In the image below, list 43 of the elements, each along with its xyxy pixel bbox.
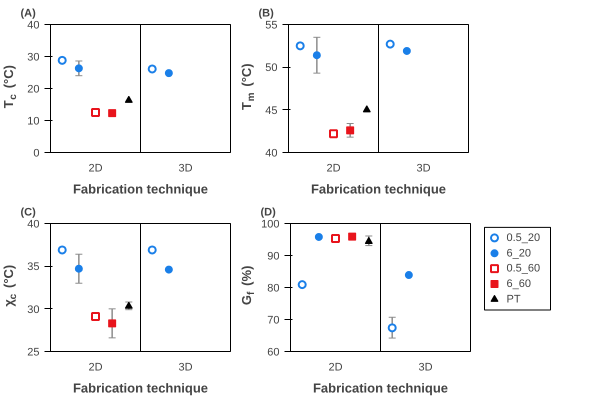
legend-label: 6_60	[506, 278, 531, 290]
x-axis-title: Fabrication technique	[310, 182, 446, 196]
y-tick-label: 40	[27, 218, 40, 230]
x-tick-label: 2D	[88, 362, 103, 374]
y-tick-label: 30	[27, 52, 40, 64]
y-tick-label: 60	[267, 346, 280, 358]
chart-title: (A)	[20, 8, 36, 20]
chart-title: (B)	[258, 8, 274, 20]
x-tick-label: 3D	[416, 162, 431, 174]
y-axis-title: χc (°C)	[1, 264, 19, 307]
y-tick-label: 35	[27, 261, 40, 274]
y-axis-title: Gf (%)	[239, 266, 257, 306]
legend-label: PT	[506, 293, 521, 306]
y-tick-label: 45	[265, 104, 278, 117]
x-axis-title: Fabrication technique	[72, 182, 208, 196]
y-tick-label: 0	[33, 148, 40, 160]
y-axis-title: Tc (°C)	[1, 65, 19, 108]
x-tick-label: 3D	[178, 162, 193, 174]
x-tick-label: 2D	[326, 162, 341, 174]
x-tick-label: 3D	[418, 362, 433, 374]
y-tick-label: 20	[27, 84, 40, 96]
x-axis-title: Fabrication technique	[312, 380, 448, 396]
y-tick-label: 30	[27, 304, 40, 316]
x-tick-label: 3D	[178, 362, 193, 374]
y-tick-label: 70	[267, 314, 280, 326]
y-tick-label: 80	[267, 282, 280, 294]
legend-label: 0.5_20	[506, 232, 540, 244]
x-tick-label: 2D	[88, 162, 103, 174]
x-tick-label: 2D	[328, 362, 343, 374]
y-tick-label: 90	[267, 250, 280, 262]
x-axis-title: Fabrication technique	[72, 380, 208, 396]
y-tick-label: 100	[261, 218, 280, 230]
y-tick-label: 40	[27, 20, 40, 32]
y-tick-label: 50	[265, 62, 278, 74]
chart-title: (D)	[260, 206, 276, 218]
y-tick-label: 40	[265, 148, 278, 160]
y-tick-label: 55	[265, 20, 278, 32]
y-tick-label: 25	[27, 346, 40, 358]
chart-title: (C)	[20, 206, 36, 218]
y-axis-title: Tm (°C)	[239, 63, 257, 110]
legend-label: 6_20	[506, 247, 531, 260]
legend-label: 0.5_60	[506, 262, 540, 275]
y-tick-label: 10	[27, 116, 40, 128]
